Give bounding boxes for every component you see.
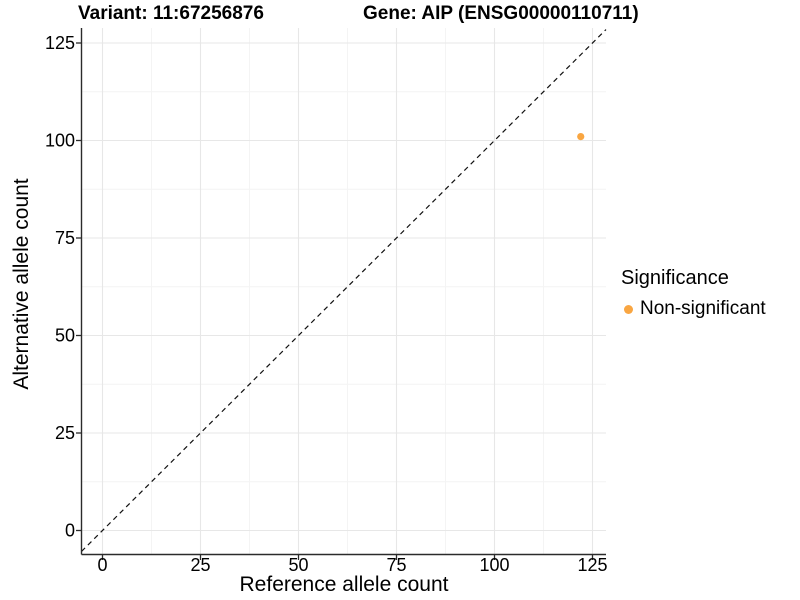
legend-point-icon	[624, 304, 633, 314]
y-tick-label: 75	[55, 228, 75, 248]
y-tick-label: 50	[55, 326, 75, 346]
plot-title-variant: Variant: 11:67256876	[78, 3, 264, 24]
y-tick-label: 25	[55, 423, 75, 443]
x-tick-label: 75	[386, 555, 406, 575]
legend-item-label: Non-significant	[640, 298, 766, 319]
legend-item: Non-significant	[621, 298, 766, 320]
legend-title: Significance	[621, 267, 729, 289]
legend: Significance Non-significant	[621, 267, 766, 320]
x-tick-label: 50	[288, 555, 308, 575]
y-tick-label: 100	[45, 131, 75, 151]
x-tick-label: 0	[97, 555, 107, 575]
x-tick-label: 25	[190, 555, 210, 575]
data-point	[577, 133, 585, 141]
x-axis-title: Reference allele count	[239, 573, 449, 596]
x-tick-label: 100	[479, 555, 509, 575]
plot-title-gene: Gene: AIP (ENSG00000110711)	[363, 3, 639, 24]
y-axis-title: Alternative allele count	[10, 178, 33, 390]
y-tick-label: 0	[65, 521, 75, 541]
y-tick-label: 125	[45, 33, 75, 53]
x-tick-label: 125	[577, 555, 607, 575]
identity-line	[81, 29, 607, 552]
